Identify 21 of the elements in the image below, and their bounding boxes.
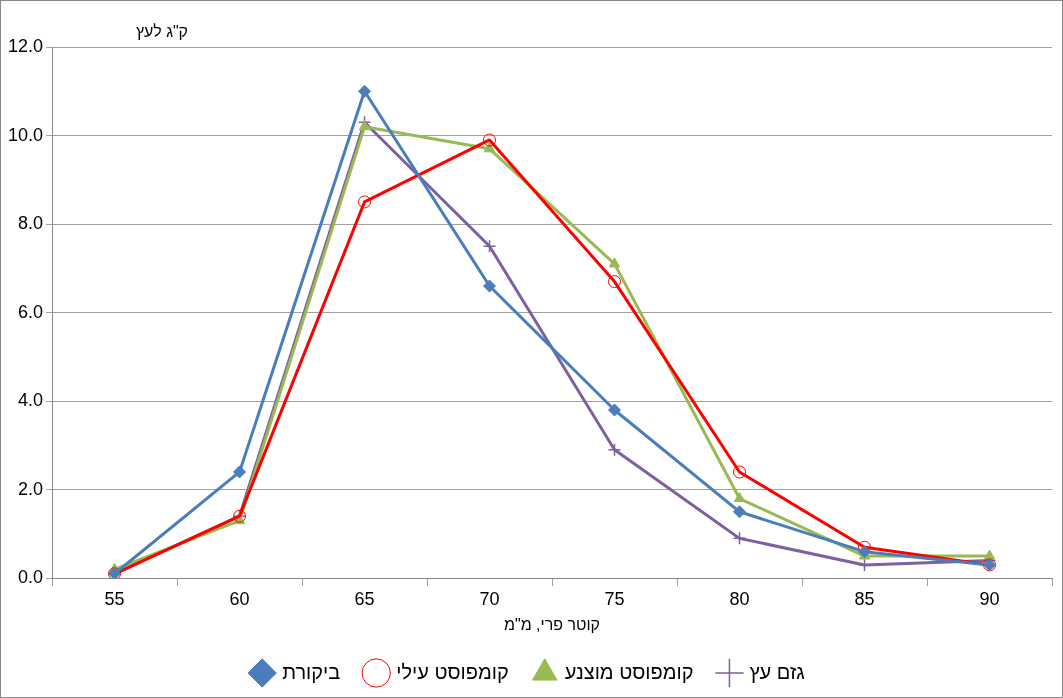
y-tick-label: 0.0 bbox=[18, 567, 44, 588]
x-tick-label: 60 bbox=[229, 588, 250, 609]
legend-label: ביקורת bbox=[282, 660, 341, 683]
x-tick-label: 80 bbox=[729, 588, 750, 609]
x-tick-label: 65 bbox=[354, 588, 375, 609]
y-tick-label: 8.0 bbox=[18, 213, 44, 234]
x-tick-label: 70 bbox=[479, 588, 500, 609]
x-tick-label: 85 bbox=[854, 588, 875, 609]
y-axis-title: ק"ג לעץ bbox=[136, 23, 189, 41]
y-tick-label: 6.0 bbox=[18, 301, 44, 322]
x-tick-label: 90 bbox=[979, 588, 1000, 609]
legend-label: קומפוסט מוצנע bbox=[564, 660, 694, 683]
legend-label: קומפוסט עילי bbox=[396, 660, 509, 683]
y-tick-label: 12.0 bbox=[7, 35, 44, 56]
y-tick-label: 2.0 bbox=[18, 478, 44, 499]
x-tick-label: 55 bbox=[104, 588, 125, 609]
y-tick-label: 4.0 bbox=[18, 390, 44, 411]
x-tick-label: 75 bbox=[604, 588, 625, 609]
y-tick-label: 10.0 bbox=[7, 124, 44, 145]
x-axis-title: קוטר פרי, מ"מ bbox=[503, 615, 601, 633]
legend-label: גזם עץ bbox=[749, 660, 805, 683]
